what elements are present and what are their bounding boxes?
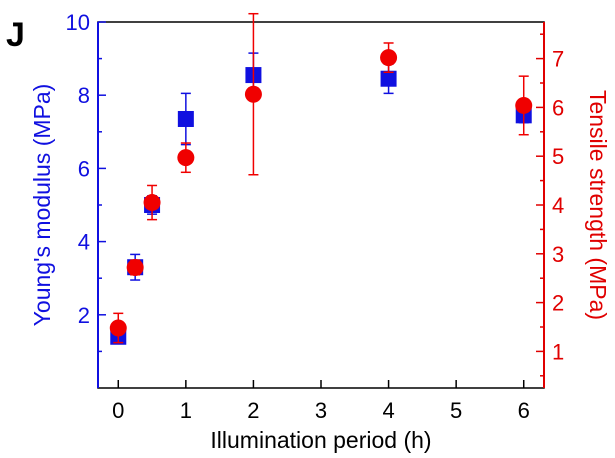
panel-label: J xyxy=(6,16,25,54)
x-tick-label: 4 xyxy=(382,398,394,423)
circle-point xyxy=(380,49,398,67)
x-tick-label: 5 xyxy=(450,398,462,423)
right-tick-label: 3 xyxy=(552,242,564,267)
left-tick-label: 8 xyxy=(78,83,90,108)
left-tick-label: 6 xyxy=(78,156,90,181)
x-tick-label: 1 xyxy=(180,398,192,423)
x-axis-title: Illumination period (h) xyxy=(210,427,431,453)
right-axis-title: Tensile strength (MPa) xyxy=(585,90,611,320)
left-axis-title: Young's modulus (MPa) xyxy=(29,84,55,327)
x-tick-label: 2 xyxy=(247,398,259,423)
x-tick-label: 6 xyxy=(518,398,530,423)
circle-point xyxy=(244,85,262,103)
plot-frame xyxy=(97,21,545,389)
circle-point xyxy=(177,149,195,167)
left-axis-ticks: 2 4 6 8 10 xyxy=(66,10,106,353)
x-tick-label: 3 xyxy=(315,398,327,423)
right-tick-label: 5 xyxy=(552,144,564,169)
circle-point xyxy=(126,258,144,276)
right-axis-ticks: 1 2 3 4 5 6 7 xyxy=(536,33,564,377)
left-tick-label: 2 xyxy=(78,303,90,328)
series-layer xyxy=(109,12,533,345)
square-point xyxy=(177,110,194,127)
right-tick-label: 1 xyxy=(552,339,564,364)
right-tick-label: 6 xyxy=(552,95,564,120)
right-tick-label: 2 xyxy=(552,291,564,316)
right-tick-label: 7 xyxy=(552,47,564,72)
circle-point xyxy=(109,319,127,337)
square-point xyxy=(380,70,397,87)
left-tick-label: 10 xyxy=(66,10,90,35)
x-tick-label: 0 xyxy=(112,398,124,423)
right-tick-label: 4 xyxy=(552,193,564,218)
square-series xyxy=(110,52,532,345)
circle-point xyxy=(143,194,161,212)
left-tick-label: 4 xyxy=(78,230,90,255)
circle-series xyxy=(109,12,533,344)
circle-point xyxy=(515,96,533,114)
x-axis-ticks: 0 1 2 3 4 5 6 xyxy=(112,380,530,423)
